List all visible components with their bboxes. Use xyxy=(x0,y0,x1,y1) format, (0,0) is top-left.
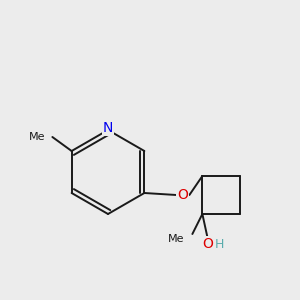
Text: Me: Me xyxy=(29,132,45,142)
Text: O: O xyxy=(202,237,213,251)
Text: Me: Me xyxy=(168,234,184,244)
Text: O: O xyxy=(177,188,188,202)
Text: O: O xyxy=(177,188,188,202)
Text: N: N xyxy=(103,121,113,135)
Text: H: H xyxy=(215,238,224,250)
